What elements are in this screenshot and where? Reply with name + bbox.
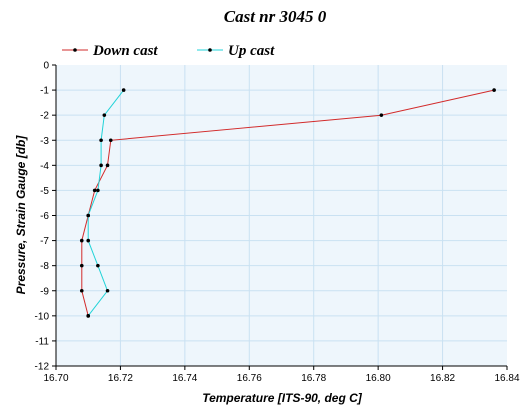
data-point-up-cast	[99, 138, 103, 143]
data-point-up-cast	[96, 263, 100, 268]
chart-title: Cast nr 3045 0	[224, 7, 327, 26]
data-point-down-cast	[79, 288, 84, 293]
series-line-up-cast	[87, 89, 125, 317]
data-point-up-cast	[86, 213, 91, 218]
y-tick-label: -4	[40, 161, 49, 172]
y-tick-label: -12	[35, 362, 50, 373]
data-point-up-cast	[99, 163, 103, 168]
data-point-up-cast	[121, 88, 126, 92]
data-point-up-cast	[105, 288, 110, 293]
x-tick-label: 16.82	[430, 373, 455, 384]
data-point-down-cast	[92, 188, 97, 193]
legend-label-down-cast: Down cast	[92, 43, 158, 59]
data-point-up-cast	[86, 314, 91, 318]
y-tick-label: -6	[40, 211, 49, 222]
x-axis-label: Temperature [ITS-90, deg C]	[202, 391, 363, 405]
x-tick-label: 16.80	[366, 373, 391, 384]
y-tick-label: -1	[40, 86, 49, 97]
x-tick-label: 16.72	[108, 373, 133, 384]
y-tick-label: -10	[35, 311, 50, 322]
data-point-up-cast	[96, 188, 100, 193]
y-tick-label: 0	[43, 61, 49, 72]
x-tick-label: 16.84	[494, 373, 519, 384]
data-point-down-cast	[79, 238, 84, 243]
y-tick-label: -9	[40, 286, 49, 297]
grid	[56, 65, 507, 366]
data-point-down-cast	[379, 113, 384, 117]
ticks: 16.70 16.72 16.74 16.76 16.78 16.80 16.82 16.84…	[35, 61, 520, 385]
y-tick-label: -11	[35, 336, 49, 347]
x-tick-label: 16.78	[301, 373, 326, 384]
y-tick-label: -3	[40, 136, 49, 147]
data-point-up-cast	[102, 113, 107, 117]
x-tick-label: 16.70	[43, 373, 68, 384]
x-tick-label: 16.74	[172, 373, 197, 384]
y-tick-label: -8	[40, 261, 49, 272]
series-line-down-cast	[81, 89, 495, 316]
data-point-up-cast	[86, 238, 91, 243]
y-tick-label: -2	[40, 111, 49, 122]
legend: Down cast Up cast	[62, 43, 275, 59]
data-point-down-cast	[492, 88, 496, 92]
y-tick-label: -5	[40, 186, 49, 197]
y-tick-label: -7	[40, 236, 49, 247]
data-point-down-cast	[105, 163, 110, 168]
legend-marker-down-cast	[73, 48, 77, 52]
y-axis-label: Pressure, Strain Gauge [db]	[14, 135, 28, 295]
data-point-down-cast	[79, 263, 84, 268]
legend-marker-up-cast	[208, 48, 212, 52]
series-layer	[79, 88, 496, 318]
x-tick-label: 16.76	[237, 373, 262, 384]
data-point-down-cast	[108, 138, 113, 143]
legend-label-up-cast: Up cast	[228, 43, 275, 59]
